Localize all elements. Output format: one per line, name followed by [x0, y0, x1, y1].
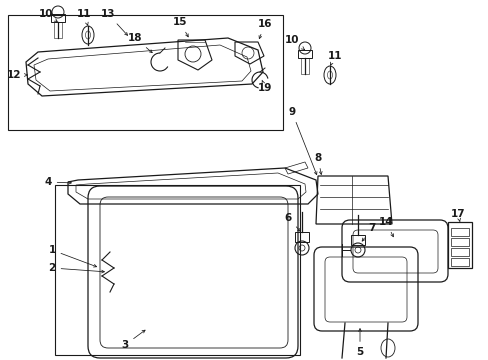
Text: 16: 16: [257, 19, 272, 39]
Text: 3: 3: [121, 330, 145, 350]
Bar: [450, 238, 468, 246]
Text: 13: 13: [101, 9, 127, 35]
Text: 7: 7: [362, 223, 375, 241]
Text: 6: 6: [284, 213, 300, 231]
Text: 19: 19: [257, 80, 272, 93]
Text: 4: 4: [44, 177, 71, 187]
Text: 5: 5: [356, 329, 363, 357]
Text: 11: 11: [327, 51, 342, 65]
Bar: [297, 50, 311, 58]
Bar: [51, 14, 65, 22]
Bar: [301, 58, 308, 74]
Text: 2: 2: [48, 263, 104, 273]
Bar: [450, 258, 468, 266]
Bar: [450, 248, 468, 256]
Text: 14: 14: [378, 217, 392, 237]
Text: 8: 8: [314, 153, 322, 175]
Bar: [55, 185, 299, 355]
Text: 12: 12: [7, 70, 27, 80]
Text: 1: 1: [48, 245, 97, 267]
Text: 11: 11: [77, 9, 91, 25]
Text: 18: 18: [127, 33, 152, 53]
Text: 15: 15: [172, 17, 188, 37]
Text: 10: 10: [39, 9, 57, 22]
Bar: [350, 235, 364, 245]
Bar: [54, 22, 62, 38]
Bar: [294, 232, 308, 242]
Bar: [450, 228, 468, 236]
Bar: [8, 15, 283, 130]
Text: 17: 17: [450, 209, 465, 222]
Text: 9: 9: [288, 107, 316, 175]
Text: 10: 10: [284, 35, 304, 50]
